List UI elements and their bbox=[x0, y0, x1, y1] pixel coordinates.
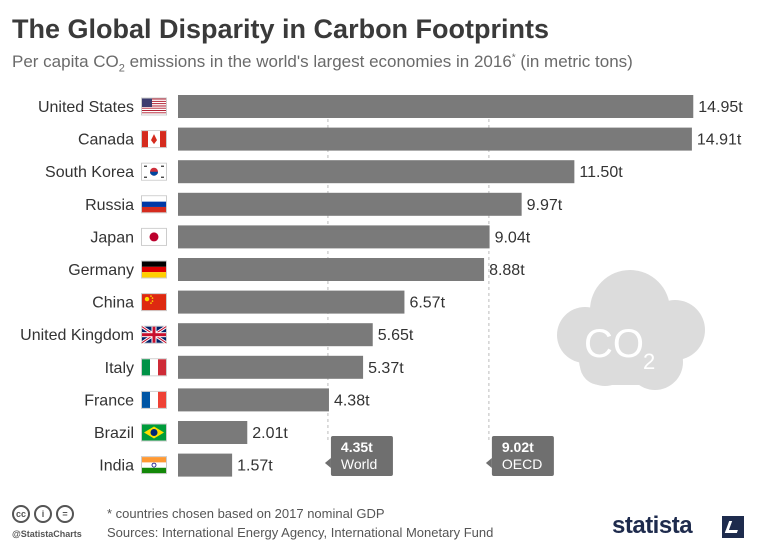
value-label-united-states: 14.95t bbox=[698, 99, 743, 116]
chart-subtitle: Per capita CO2 emissions in the world's … bbox=[12, 52, 633, 75]
flag-russia-icon bbox=[141, 195, 167, 214]
value-label-china: 6.57t bbox=[409, 295, 445, 312]
value-label-india: 1.57t bbox=[237, 458, 273, 475]
ref-badge-oecd bbox=[491, 436, 554, 476]
value-label-japan: 9.04t bbox=[495, 229, 531, 246]
license-icons: cc i = bbox=[12, 505, 74, 523]
footnote: * countries chosen based on 2017 nominal… bbox=[107, 506, 385, 521]
bar-india bbox=[178, 453, 233, 477]
flag-south-korea-icon bbox=[141, 162, 167, 181]
ref-name-oecd: OECD bbox=[502, 456, 542, 472]
value-label-united-kingdom: 5.65t bbox=[378, 327, 414, 344]
flag-china-icon bbox=[141, 293, 167, 312]
category-label-india: India bbox=[99, 458, 134, 475]
category-label-germany: Germany bbox=[68, 262, 134, 279]
flag-brazil-icon bbox=[141, 423, 167, 442]
value-label-south-korea: 11.50t bbox=[579, 164, 623, 181]
bar-germany bbox=[178, 258, 485, 281]
bar-united-states bbox=[178, 95, 694, 118]
value-label-germany: 8.88t bbox=[489, 262, 525, 279]
flag-united-states-icon bbox=[141, 97, 167, 116]
co2-cloud-icon: CO 2 bbox=[557, 270, 705, 390]
bar-canada bbox=[178, 127, 692, 151]
category-label-brazil: Brazil bbox=[94, 425, 134, 442]
ref-badge-pointer bbox=[485, 458, 492, 468]
category-label-france: France bbox=[84, 392, 134, 409]
flag-canada-icon bbox=[141, 130, 167, 149]
flag-france-icon bbox=[141, 390, 167, 409]
ref-badge-pointer bbox=[324, 458, 331, 468]
category-label-canada: Canada bbox=[78, 132, 134, 149]
statista-logo: statista bbox=[612, 512, 693, 539]
bars-group: United States 14.95t Canada 14.91t South Kor… bbox=[20, 95, 743, 477]
bar-united-kingdom bbox=[178, 323, 373, 347]
flags-group bbox=[141, 97, 167, 475]
ref-value-oecd: 9.02t bbox=[502, 439, 534, 455]
value-label-france: 4.38t bbox=[334, 392, 370, 409]
category-label-south-korea: South Korea bbox=[45, 164, 134, 181]
statista-handle: @StatistaCharts bbox=[12, 529, 82, 539]
category-label-italy: Italy bbox=[105, 360, 134, 377]
ref-name-world: World bbox=[341, 456, 377, 472]
flag-japan-icon bbox=[141, 227, 167, 246]
category-label-russia: Russia bbox=[85, 197, 134, 214]
value-label-italy: 5.37t bbox=[368, 360, 404, 377]
chart-title: The Global Disparity in Carbon Footprint… bbox=[12, 14, 550, 44]
cloud-co2-text: CO bbox=[584, 322, 644, 366]
bar-russia bbox=[178, 192, 522, 216]
bar-south-korea bbox=[178, 160, 575, 184]
flag-india-icon bbox=[141, 456, 167, 475]
bar-china bbox=[178, 290, 405, 314]
flag-germany-icon bbox=[141, 260, 167, 279]
flag-united-kingdom-icon bbox=[141, 325, 167, 344]
category-label-japan: Japan bbox=[90, 229, 134, 246]
no-derivatives-icon: = bbox=[56, 505, 74, 523]
cc-icon: cc bbox=[12, 505, 30, 523]
bar-france bbox=[178, 388, 329, 412]
flag-italy-icon bbox=[141, 358, 167, 377]
ref-badge-world bbox=[330, 436, 393, 476]
category-label-united-states: United States bbox=[38, 99, 134, 116]
value-label-canada: 14.91t bbox=[697, 132, 742, 149]
attribution-icon: i bbox=[34, 505, 52, 523]
ref-value-world: 4.35t bbox=[341, 439, 373, 455]
category-label-china: China bbox=[92, 295, 134, 312]
bar-italy bbox=[178, 355, 364, 379]
value-label-russia: 9.97t bbox=[527, 197, 563, 214]
bar-japan bbox=[178, 225, 490, 249]
value-label-brazil: 2.01t bbox=[252, 425, 288, 442]
sources: Sources: International Energy Agency, In… bbox=[107, 525, 494, 540]
bar-brazil bbox=[178, 421, 248, 444]
category-label-united-kingdom: United Kingdom bbox=[20, 327, 134, 344]
statista-logo-icon bbox=[722, 516, 744, 538]
cloud-co2-subscript: 2 bbox=[643, 349, 655, 374]
